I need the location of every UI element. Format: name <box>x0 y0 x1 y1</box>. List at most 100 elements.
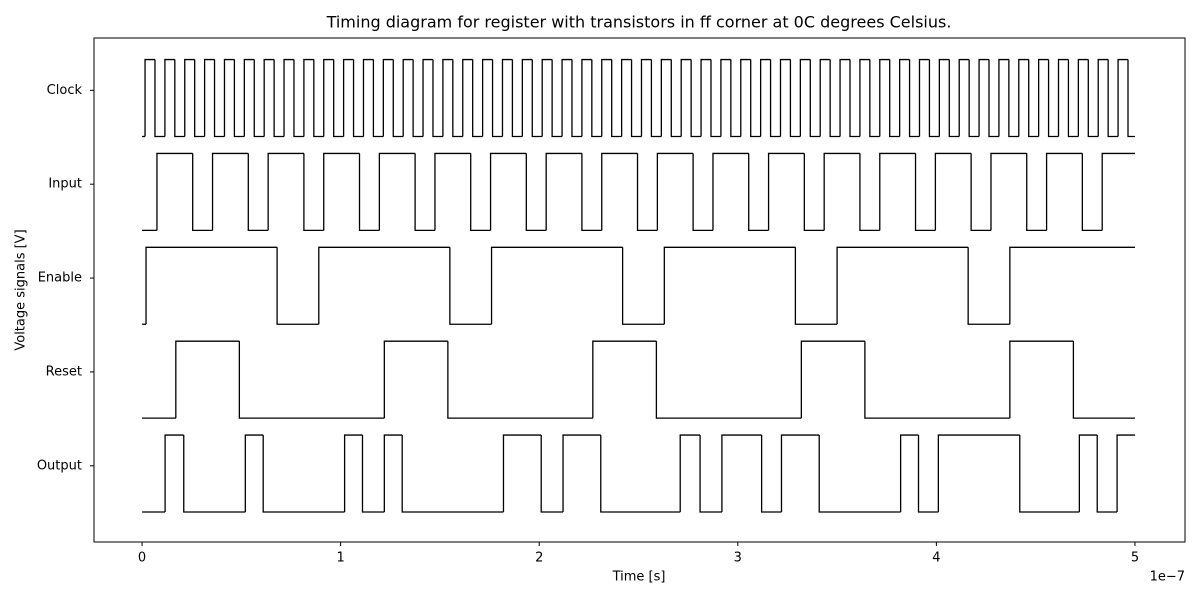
signal-segment <box>562 434 601 512</box>
signal-segment <box>889 59 900 138</box>
signal-segment <box>184 58 195 137</box>
signal-segment <box>611 59 622 138</box>
signal-segment <box>447 341 593 419</box>
signal-segment <box>699 435 722 513</box>
signal-segment <box>779 58 791 137</box>
signal-segment <box>836 246 969 325</box>
signal-segment <box>601 152 638 231</box>
signal-segment <box>183 435 246 513</box>
signal-segment <box>1038 58 1049 137</box>
signal-segment <box>767 152 805 231</box>
signal-segment <box>1116 434 1135 512</box>
signal-segment <box>243 58 255 137</box>
signal-segment <box>799 58 811 137</box>
signal-segment <box>859 58 870 137</box>
signal-segment <box>352 59 364 138</box>
signal-segment <box>1047 59 1059 138</box>
signal-segment <box>383 434 403 512</box>
signal-segment <box>990 152 1027 231</box>
signal-segment <box>794 247 838 325</box>
signal-segment <box>175 340 240 419</box>
signal-segment <box>600 435 681 513</box>
y-tick-label: Input <box>48 177 82 192</box>
signal-segment <box>571 59 582 138</box>
signal-segment <box>1072 341 1135 419</box>
signal-segment <box>323 152 360 231</box>
signal-segment <box>967 247 1010 325</box>
signal-segment <box>948 59 960 138</box>
signal-segment <box>928 59 940 138</box>
signal-segment <box>422 58 433 137</box>
signal-segment <box>1087 59 1099 138</box>
signal-segment <box>154 59 165 138</box>
signal-segment <box>174 59 185 138</box>
y-tick-label: Reset <box>46 364 82 379</box>
signal-segment <box>679 434 701 512</box>
signal-segment <box>489 152 527 231</box>
signal-segment <box>203 58 215 137</box>
signal-segment <box>819 58 831 137</box>
signal-segment <box>372 59 384 138</box>
signal-segment <box>620 58 632 137</box>
signal-segment <box>769 59 781 138</box>
signal-segment <box>1078 434 1098 512</box>
signal-segment <box>449 247 492 325</box>
signal-segment <box>525 153 547 232</box>
signal-segment <box>490 246 623 325</box>
signal-segment <box>194 59 205 138</box>
signal-segment <box>789 59 801 138</box>
signal-segment <box>660 58 672 137</box>
signal-segment <box>462 58 473 137</box>
signal-segment <box>561 58 572 137</box>
signal-segment <box>521 58 533 137</box>
signal-segment <box>823 152 860 231</box>
signal-segment <box>849 59 860 138</box>
y-tick-label: Output <box>37 458 82 473</box>
signal-segment <box>1067 59 1079 138</box>
signal-segment <box>192 153 213 232</box>
signal-segment <box>750 59 761 138</box>
signal-segment <box>223 58 235 137</box>
signal-segment <box>581 58 592 137</box>
signal-segment <box>551 59 563 138</box>
signal-segment <box>1097 58 1109 137</box>
signal-segment <box>1009 340 1074 419</box>
signal-segment <box>937 434 1020 512</box>
x-tick-label: 2 <box>535 551 543 566</box>
signal-segment <box>238 341 385 419</box>
signal-segment <box>144 58 155 137</box>
x-tick-label: 5 <box>1131 551 1139 566</box>
x-offset-label: 1e−7 <box>1150 570 1185 585</box>
signal-segment <box>293 59 304 138</box>
signal-segment <box>1018 58 1029 137</box>
signal-segment <box>650 59 662 138</box>
signal-segment <box>917 435 939 513</box>
signal-segment <box>970 153 991 232</box>
signal-segment <box>1026 153 1047 232</box>
signal-segment <box>759 58 771 137</box>
x-axis-label: Time [s] <box>612 570 666 585</box>
signal-segment <box>1019 435 1080 513</box>
signal-segment <box>869 59 880 138</box>
signal-segment <box>247 153 269 232</box>
plot-frame <box>93 37 1186 543</box>
signal-segment <box>283 58 294 137</box>
signal-segment <box>392 59 404 138</box>
signal-segment <box>303 58 314 137</box>
y-axis-label: Voltage signals [V] <box>14 229 29 350</box>
signal-segment <box>491 59 503 138</box>
signal-segment <box>541 58 553 137</box>
signal-segment <box>818 435 901 513</box>
signal-segment <box>663 246 796 325</box>
signal-segment <box>879 152 916 231</box>
signal-segment <box>730 59 741 138</box>
signal-segment <box>655 341 802 419</box>
signal-segment <box>591 59 602 138</box>
signal-segment <box>592 340 657 419</box>
signal-segment <box>780 434 820 512</box>
x-tick-label: 3 <box>734 551 742 566</box>
signal-segment <box>748 153 769 232</box>
signal-segment <box>470 153 491 232</box>
signal-segment <box>1081 153 1103 232</box>
signal-segment <box>803 153 825 232</box>
